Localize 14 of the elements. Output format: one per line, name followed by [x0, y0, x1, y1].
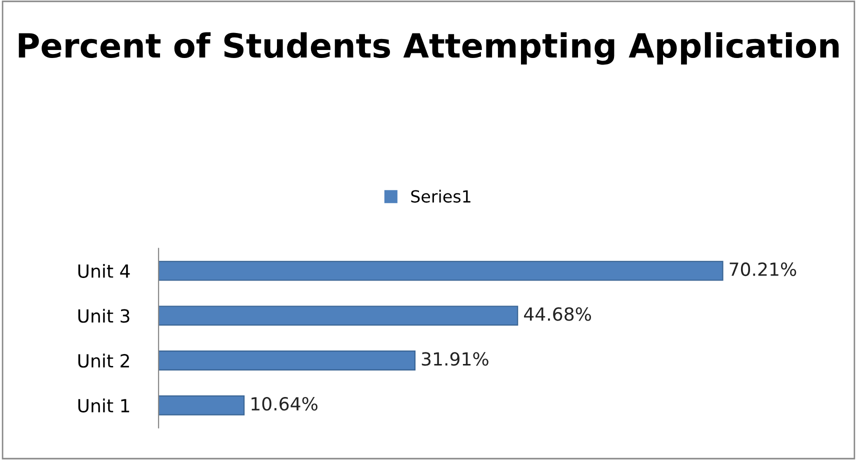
y-tick-label: Unit 4	[78, 264, 130, 278]
legend-label: Series1	[411, 190, 470, 203]
y-tick-label: Unit 2	[78, 354, 129, 368]
bar	[158, 350, 416, 370]
data-label: 10.64%	[252, 396, 318, 411]
bar	[158, 395, 245, 416]
bar	[158, 260, 724, 281]
y-tick-label: Unit 1	[78, 398, 130, 412]
data-label: 44.68%	[524, 307, 591, 321]
bar	[158, 306, 518, 326]
data-label: 70.21%	[730, 262, 796, 276]
chart-title: Percent of Students Attempting Application	[18, 32, 839, 65]
data-label: 31.91%	[422, 352, 488, 366]
y-tick-label: Unit 3	[78, 308, 130, 323]
